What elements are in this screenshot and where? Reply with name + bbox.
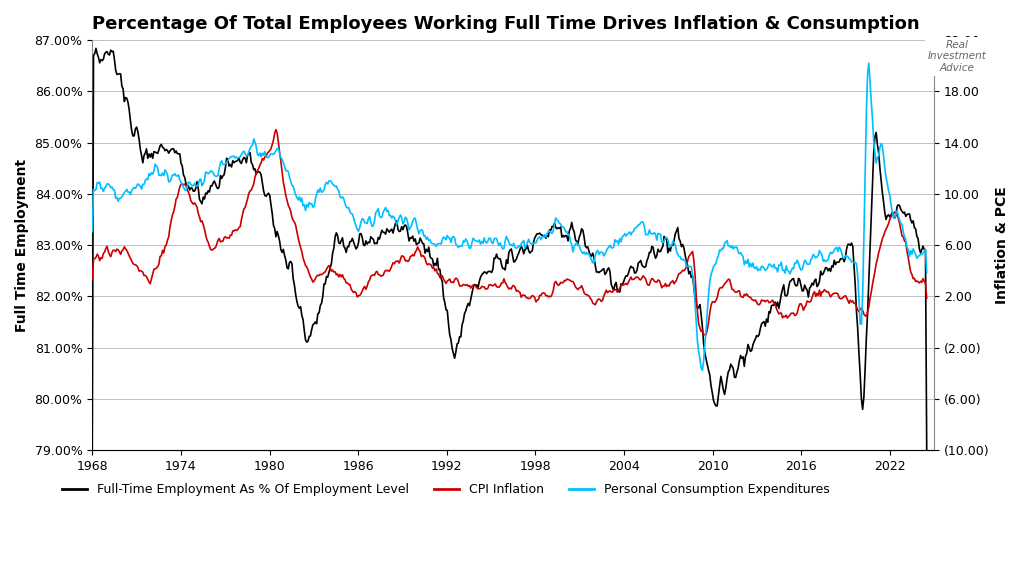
- Y-axis label: Inflation & PCE: Inflation & PCE: [995, 186, 1009, 304]
- Text: Real
Investment
Advice: Real Investment Advice: [928, 40, 987, 73]
- Text: Percentage Of Total Employees Working Full Time Drives Inflation & Consumption: Percentage Of Total Employees Working Fu…: [92, 15, 920, 33]
- Legend: Full-Time Employment As % Of Employment Level, CPI Inflation, Personal Consumpti: Full-Time Employment As % Of Employment …: [57, 479, 835, 501]
- Y-axis label: Full Time Employment: Full Time Employment: [15, 159, 29, 332]
